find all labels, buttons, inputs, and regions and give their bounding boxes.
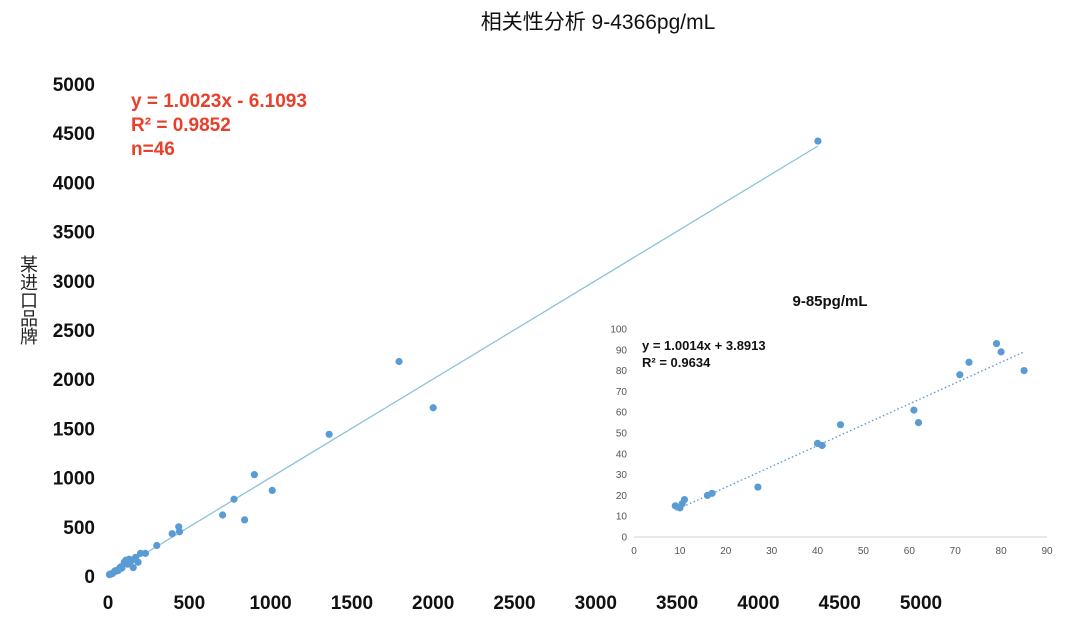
x-tick-label: 0 [103,593,114,614]
inset-y-tick-label: 30 [616,470,628,481]
inset-data-point [680,495,689,504]
y-tick-label: 3500 [53,223,95,244]
inset-y-tick-label: 40 [616,449,628,460]
chart-title: 相关性分析 9-4366pg/mL [481,11,716,34]
x-tick-label: 3000 [575,593,617,614]
x-tick-label: 3500 [656,593,698,614]
inset-y-tick-label: 80 [616,366,628,377]
x-tick-label: 2000 [412,593,454,614]
inset-y-tick-label: 90 [616,345,628,356]
equation-annotation: n=46 [131,139,175,160]
inset-data-point [910,406,918,414]
equation-annotation: R² = 0.9852 [131,115,231,136]
inset-data-point [836,421,845,429]
inset-x-tick-label: 80 [996,546,1008,557]
inset-x-tick-label: 40 [812,546,824,557]
inset-equation-annotation: y = 1.0014x + 3.8913 [642,338,766,353]
data-point [219,511,227,519]
data-point [129,564,137,572]
inset-x-tick-label: 30 [766,546,778,557]
data-point [814,137,822,145]
data-point [268,486,276,494]
inset-data-point [754,483,762,491]
data-point [240,516,249,524]
inset-y-tick-label: 50 [616,429,628,440]
inset-background [605,320,1060,565]
x-tick-label: 2500 [493,593,535,614]
y-tick-label: 1500 [53,419,95,440]
data-point [141,549,149,557]
data-point [250,471,258,479]
inset-y-tick-label: 0 [621,533,627,544]
inset-data-point [965,358,973,366]
data-point [395,357,403,366]
inset-x-tick-label: 0 [631,546,637,557]
y-tick-label: 4000 [53,173,95,194]
inset-data-point [1020,367,1028,375]
y-tick-label: 4500 [53,124,95,145]
y-tick-label: 2500 [53,321,95,342]
inset-x-tick-label: 70 [950,546,962,557]
x-tick-label: 5000 [900,593,942,614]
inset-data-point [818,441,826,450]
inset-x-tick-label: 10 [674,546,686,557]
inset-x-tick-label: 20 [720,546,732,557]
x-tick-label: 1500 [331,593,373,614]
y-tick-label: 3000 [53,272,95,293]
y-axis-label: 某进口品牌 [18,255,38,345]
y-tick-label: 1000 [53,469,95,490]
data-point [429,404,437,412]
inset-y-tick-label: 10 [616,512,628,523]
x-tick-label: 500 [173,593,205,614]
data-point [168,530,176,538]
y-tick-label: 0 [84,567,95,588]
data-point [118,564,126,572]
data-point [325,430,333,438]
inset-data-point [997,348,1005,356]
inset-data-point [914,419,923,427]
inset-title: 9-85pg/mL [792,293,867,310]
equation-annotation: y = 1.0023x - 6.1093 [131,91,307,112]
inset-y-tick-label: 60 [616,408,628,419]
trendline [107,145,819,577]
inset-data-point [992,339,1001,348]
inset-y-tick-label: 100 [610,325,627,336]
x-tick-label: 4000 [737,593,779,614]
data-point [230,495,238,503]
data-point [153,541,161,550]
inset-y-tick-label: 20 [616,491,628,502]
x-tick-label: 1000 [249,593,291,614]
inset-data-point [708,489,716,497]
inset-data-point [956,371,964,379]
inset-x-tick-label: 90 [1041,546,1053,557]
inset-x-tick-label: 50 [858,546,870,557]
inset-x-tick-label: 60 [904,546,916,557]
inset-y-tick-label: 70 [616,387,628,398]
y-tick-label: 2000 [53,370,95,391]
y-tick-label: 500 [63,518,95,539]
data-point [134,558,142,566]
data-point [175,528,184,536]
x-tick-label: 4500 [819,593,861,614]
y-tick-label: 5000 [53,75,95,96]
inset-equation-annotation: R² = 0.9634 [642,355,711,370]
